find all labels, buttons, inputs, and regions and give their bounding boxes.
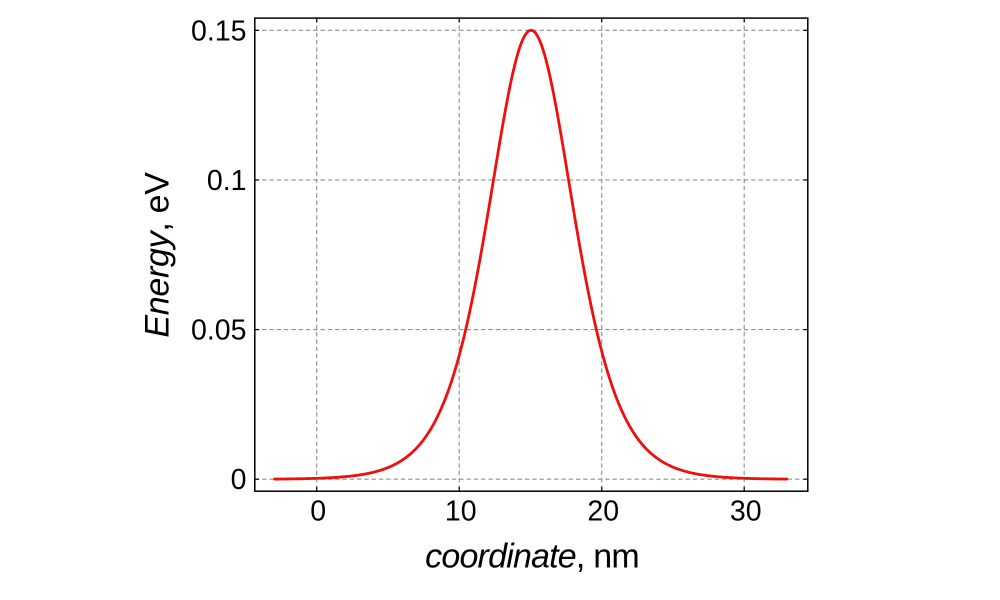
svg-text:30: 30 xyxy=(730,495,762,527)
svg-text:10: 10 xyxy=(445,495,477,527)
svg-text:0: 0 xyxy=(231,464,247,496)
svg-text:20: 20 xyxy=(587,495,619,527)
svg-text:0: 0 xyxy=(310,495,326,527)
svg-text:0.15: 0.15 xyxy=(191,15,246,47)
svg-text:0.1: 0.1 xyxy=(207,165,247,197)
svg-text:0.05: 0.05 xyxy=(191,315,246,347)
svg-text:Energy, eV: Energy, eV xyxy=(139,172,177,338)
svg-text:coordinate, nm: coordinate, nm xyxy=(425,538,639,576)
